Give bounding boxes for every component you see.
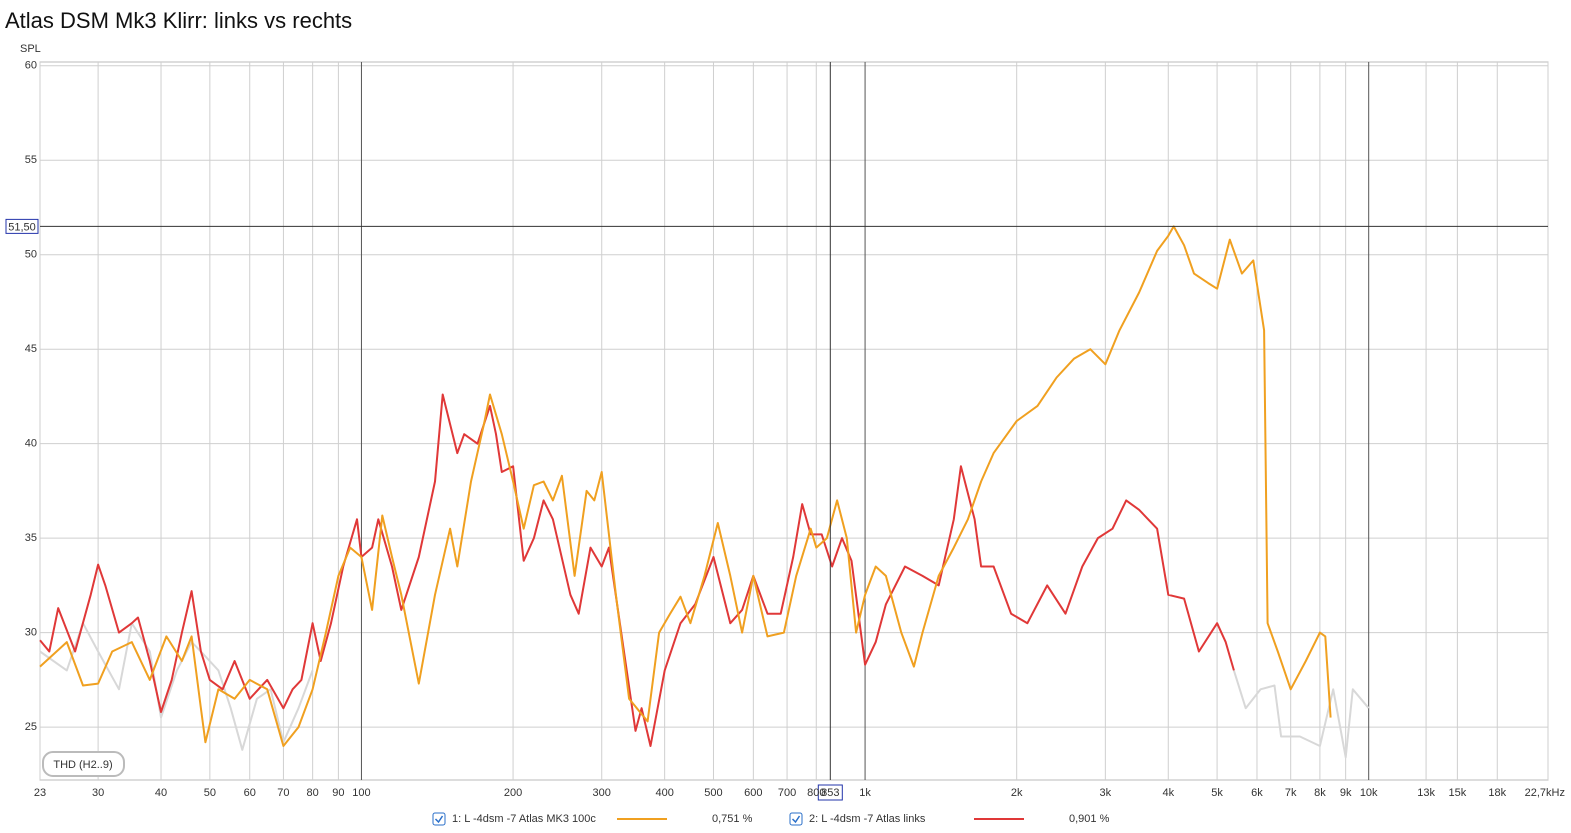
- x-tick-label: 23: [34, 787, 46, 799]
- x-tick-label: 200: [504, 787, 522, 799]
- series-line: [39, 225, 1332, 747]
- legend-checkbox[interactable]: [789, 812, 803, 826]
- y-axis-label: SPL: [20, 43, 41, 55]
- legend-value: 0,901 %: [1069, 813, 1110, 825]
- x-tick-label: 800: [807, 787, 825, 799]
- x-tick-label: 9k: [1340, 787, 1352, 799]
- thd-button-label: THD (H2..9): [53, 759, 112, 771]
- x-tick-label: 90: [332, 787, 344, 799]
- x-tick-label: 4k: [1162, 787, 1174, 799]
- x-tick-label: 18k: [1488, 787, 1506, 799]
- checkmark: [791, 815, 801, 824]
- y-tick-label: 30: [25, 627, 37, 639]
- chart-title: Atlas DSM Mk3 Klirr: links vs rechts: [5, 8, 352, 33]
- grid: [39, 62, 1549, 780]
- x-tick-label: 10k: [1360, 787, 1378, 799]
- x-tick-label: 300: [593, 787, 611, 799]
- x-tick-label: 5k: [1211, 787, 1223, 799]
- x-tick-label: 6k: [1251, 787, 1263, 799]
- x-tick-label: 80: [307, 787, 319, 799]
- legend-value: 0,751 %: [712, 813, 753, 825]
- x-tick-label: 30: [92, 787, 104, 799]
- x-tick-label: 3k: [1100, 787, 1112, 799]
- series-line: [39, 393, 1235, 747]
- overlay: 51,50 853 THD (H2..9): [5, 62, 1548, 801]
- traces: [39, 225, 1370, 759]
- x-tick-label: 70: [277, 787, 289, 799]
- y-tick-label: 55: [25, 154, 37, 166]
- x-tick-label: 60: [244, 787, 256, 799]
- cursor-x-label: 853: [821, 787, 839, 799]
- checkmark: [434, 815, 444, 824]
- y-tick-label: 35: [25, 532, 37, 544]
- x-tick-label: 100: [352, 787, 370, 799]
- legend-checkbox[interactable]: [432, 812, 446, 826]
- x-tick-label: 400: [655, 787, 673, 799]
- y-tick-label: 45: [25, 343, 37, 355]
- plot-area: [39, 61, 1549, 781]
- y-tick-label: 40: [25, 438, 37, 450]
- x-tick-label: 40: [155, 787, 167, 799]
- x-tick-label: 2k: [1011, 787, 1023, 799]
- y-tick-label: 25: [25, 721, 37, 733]
- cursor-box: [5, 218, 39, 234]
- x-tick-label: 7k: [1285, 787, 1297, 799]
- x-tick-label: 1k: [859, 787, 871, 799]
- legend-label: 2: L -4dsm -7 Atlas links: [809, 813, 926, 825]
- x-tick-label: 500: [704, 787, 722, 799]
- cursor-y-label: 51,50: [8, 221, 36, 233]
- x-tick-label: 13k: [1417, 787, 1435, 799]
- x-tick-label: 8k: [1314, 787, 1326, 799]
- y-tick-label: 50: [25, 249, 37, 261]
- x-tick-label: 600: [744, 787, 762, 799]
- x-tick-label: 22,7kHz: [1525, 787, 1565, 799]
- cursor-box: [817, 784, 843, 801]
- x-tick-label: 15k: [1449, 787, 1467, 799]
- thd-button[interactable]: [42, 751, 125, 777]
- x-tick-label: 50: [204, 787, 216, 799]
- x-tick-label: 700: [778, 787, 796, 799]
- legend-label: 1: L -4dsm -7 Atlas MK3 100c: [452, 813, 596, 825]
- y-tick-label: 60: [25, 60, 37, 72]
